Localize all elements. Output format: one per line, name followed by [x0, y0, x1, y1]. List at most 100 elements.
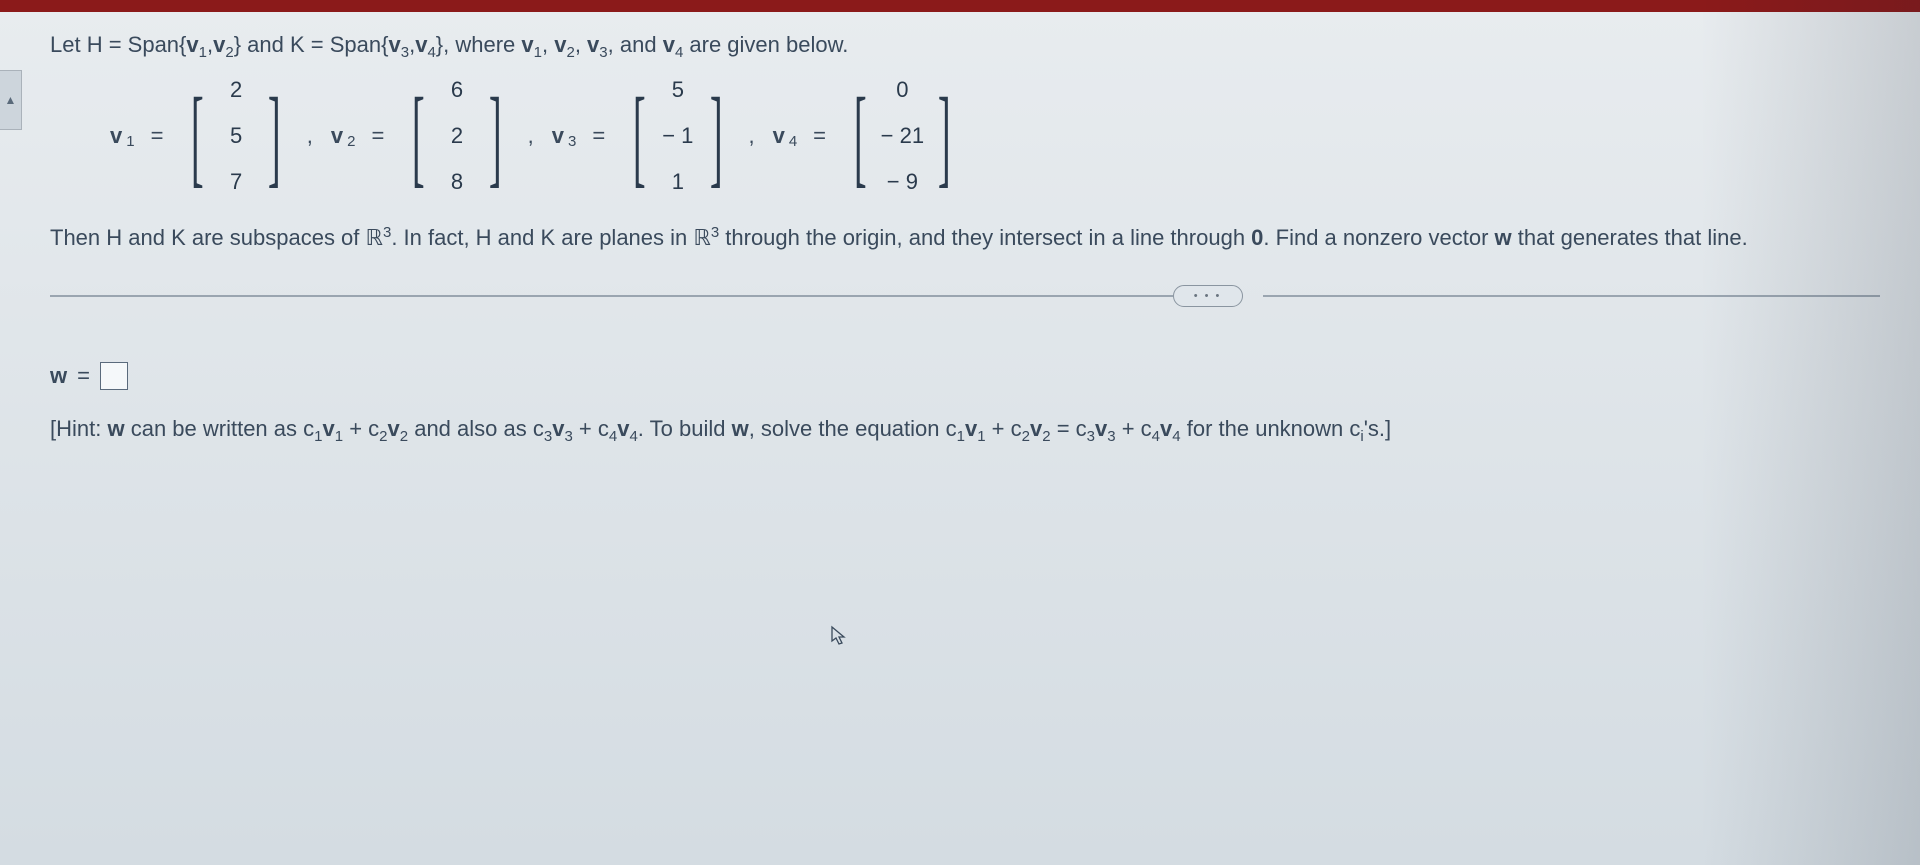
- h-evs3: 3: [1107, 428, 1115, 445]
- h-evs1: 1: [977, 428, 985, 445]
- v-symbol: v: [186, 32, 198, 57]
- h-vs1: 1: [335, 428, 343, 445]
- problem-content: Let H = Span{v1,v2} and K = Span{v3,v4},…: [0, 12, 1920, 465]
- v4-label: v4: [773, 123, 798, 149]
- answer-w: w: [50, 363, 67, 389]
- stmt-b: . In fact, H and K are planes in: [391, 225, 693, 250]
- h-eplus2: + c: [1116, 416, 1152, 441]
- sup2: 3: [711, 224, 719, 241]
- h-w2: w: [732, 416, 749, 441]
- v-list-4: v: [663, 32, 675, 57]
- vl4: 4: [675, 44, 683, 61]
- lb3: [: [633, 86, 646, 186]
- v-symbol-4: v: [415, 32, 427, 57]
- sup1: 3: [383, 224, 391, 241]
- h-s4: 4: [609, 428, 617, 445]
- v4-e1: − 21: [881, 123, 924, 149]
- rb4: ]: [938, 86, 951, 186]
- v4-e2: − 9: [881, 169, 924, 195]
- eq4: =: [813, 123, 826, 149]
- comma-v3: ,: [748, 123, 754, 149]
- R2: ℝ: [693, 225, 710, 250]
- v3-matrix: [ 5 − 1 1 ]: [621, 76, 734, 196]
- intro-text-1: Let H = Span{: [50, 32, 186, 57]
- lb2: [: [412, 86, 425, 186]
- v2-s: 2: [347, 133, 355, 150]
- v4-matrix: [ 0 − 21 − 9 ]: [842, 76, 963, 196]
- h-vs2: 2: [400, 428, 408, 445]
- h-ev3: v: [1095, 416, 1107, 441]
- h-ev1: v: [965, 416, 977, 441]
- vl3: 3: [599, 44, 607, 61]
- h-vs3: 3: [564, 428, 572, 445]
- intro-text-2: } and K = Span{: [234, 32, 389, 57]
- stmt-e: that generates that line.: [1512, 225, 1748, 250]
- rb1: ]: [268, 86, 281, 186]
- divider-row: • • •: [50, 285, 1880, 307]
- v4-v: v: [773, 123, 785, 149]
- and-text: , and: [608, 32, 663, 57]
- v2-e2: 8: [439, 169, 475, 195]
- v-symbol-3: v: [388, 32, 400, 57]
- w-bold: w: [1495, 225, 1512, 250]
- vectors-row: v1 = [ 2 5 7 ] , v2 = [ 6 2 8 ] , v3 =: [110, 76, 1880, 196]
- h-evs4: 4: [1172, 428, 1180, 445]
- intro-text-4: are given below.: [683, 32, 848, 57]
- more-pill[interactable]: • • •: [1173, 285, 1243, 307]
- v4-col: 0 − 21 − 9: [879, 77, 926, 195]
- v2-v: v: [331, 123, 343, 149]
- v2-label: v2: [331, 123, 356, 149]
- h-v2: v: [388, 416, 400, 441]
- h-s3: 3: [544, 428, 552, 445]
- h-t3: . To build: [638, 416, 732, 441]
- pill-text: • • •: [1194, 290, 1222, 302]
- v3-label: v3: [552, 123, 577, 149]
- top-red-bar: [0, 0, 1920, 12]
- stmt-d: . Find a nonzero vector: [1263, 225, 1494, 250]
- v-symbol-2: v: [213, 32, 225, 57]
- h-plus2: + c: [573, 416, 609, 441]
- problem-intro: Let H = Span{v1,v2} and K = Span{v3,v4},…: [50, 32, 1880, 58]
- rb3: ]: [710, 86, 723, 186]
- vl2: 2: [566, 44, 574, 61]
- v1-sub: 1: [199, 44, 207, 61]
- h-eplus1: + c: [986, 416, 1022, 441]
- answer-input-box[interactable]: [100, 362, 128, 390]
- stmt-a: Then H and K are subspaces of: [50, 225, 366, 250]
- c2: ,: [575, 32, 587, 57]
- v3-sub: 3: [401, 44, 409, 61]
- comma-v2: ,: [528, 123, 534, 149]
- v1-e0: 2: [218, 77, 254, 103]
- rb2: ]: [489, 86, 502, 186]
- v3-col: 5 − 1 1: [658, 77, 698, 195]
- h-es2: 2: [1022, 428, 1030, 445]
- scroll-up-button[interactable]: ▲: [0, 70, 22, 130]
- h-v3: v: [552, 416, 564, 441]
- h-t5: for the unknown c: [1181, 416, 1361, 441]
- R1: ℝ: [366, 225, 383, 250]
- v4-sub: 4: [427, 44, 435, 61]
- c1: ,: [542, 32, 554, 57]
- cursor-icon: [830, 625, 848, 647]
- h-vs4: 4: [629, 428, 637, 445]
- v2-sub: 2: [225, 44, 233, 61]
- h-prefix: [Hint:: [50, 416, 107, 441]
- v1-matrix: [ 2 5 7 ]: [179, 76, 292, 196]
- v3-v: v: [552, 123, 564, 149]
- h-si: i: [1360, 428, 1363, 445]
- h-v4: v: [617, 416, 629, 441]
- v2-col: 6 2 8: [437, 77, 477, 195]
- eq1: =: [151, 123, 164, 149]
- v3-e2: 1: [660, 169, 696, 195]
- v2-matrix: [ 6 2 8 ]: [400, 76, 513, 196]
- h-s2: 2: [379, 428, 387, 445]
- h-ev2: v: [1030, 416, 1042, 441]
- h-s1: 1: [314, 428, 322, 445]
- zero: 0: [1251, 225, 1263, 250]
- h-t2: and also as c: [408, 416, 544, 441]
- v3-e1: − 1: [660, 123, 696, 149]
- v1-label: v1: [110, 123, 135, 149]
- h-es1: 1: [957, 428, 965, 445]
- eq3: =: [592, 123, 605, 149]
- lb1: [: [191, 86, 204, 186]
